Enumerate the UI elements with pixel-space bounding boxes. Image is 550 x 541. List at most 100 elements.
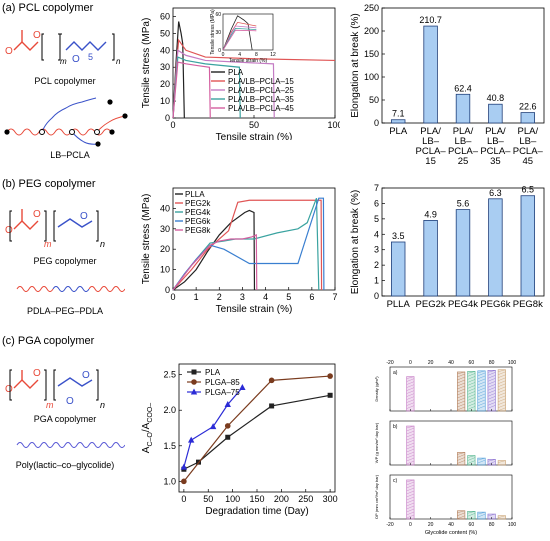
x-tick-label: 0 [409, 522, 412, 528]
inset-x-tick: 0 [222, 52, 225, 58]
svg-text:O: O [72, 54, 80, 65]
hatch-line [406, 448, 415, 453]
hatch-line [406, 508, 415, 513]
y-axis-label: Elongation at break (%) [350, 13, 361, 118]
inset-x-tick: 8 [255, 52, 258, 58]
hatch-line [487, 461, 496, 465]
y-tick-label: 40 [160, 45, 170, 55]
y-tick-label: 4 [374, 229, 379, 239]
y-tick-label: 7 [374, 183, 379, 193]
pga-m: m [46, 400, 54, 410]
hatch-line [498, 386, 506, 390]
x-tick-label: 40 [448, 522, 454, 528]
bar-value-label: 6.3 [489, 188, 502, 198]
property-bar [406, 376, 415, 412]
hatch-line [457, 371, 465, 375]
category-label: PLA/LB– PCLA– 35 [480, 126, 511, 167]
y-tick-label: 50 [160, 28, 170, 38]
hatch-line [457, 376, 465, 381]
bar [488, 198, 503, 297]
hatch-line [406, 454, 415, 459]
hatch-line [467, 400, 476, 404]
inset-line [222, 25, 257, 51]
subplot-y-label: WP (g mm/m² day bar) [374, 422, 379, 463]
hatch-line [406, 390, 415, 394]
data-point [239, 383, 246, 390]
hatch-line [406, 396, 415, 400]
hatch-line [457, 403, 465, 408]
plot-frame [178, 363, 336, 493]
inset-line [222, 15, 253, 51]
y-tick-label: 60 [160, 11, 170, 21]
hatch-line [487, 370, 496, 373]
x-tick-label: 50 [203, 494, 213, 504]
data-point [327, 392, 333, 398]
hatch-line [406, 514, 415, 519]
hatch-line [467, 371, 476, 374]
x-tick-label: 7 [332, 292, 337, 302]
y-tick-label: 50 [369, 95, 379, 105]
svg-text:O: O [66, 396, 74, 407]
bar-value-label: 3.5 [392, 231, 405, 241]
x-axis-label: Glycolide content (%) [425, 530, 477, 536]
hatch-line [406, 378, 415, 382]
hatch-line [487, 402, 496, 406]
x-tick-label: 2 [217, 292, 222, 302]
hatch-line [406, 439, 415, 444]
y-tick-label: 30 [160, 224, 170, 234]
hatch-line [457, 382, 465, 387]
hatch-line [467, 455, 476, 458]
legend-label: PLA/LB–PCLA–35 [228, 95, 294, 104]
legend-label: PLGA–75 [205, 388, 240, 397]
pcl-structure-label: PCL copolymer [34, 76, 96, 86]
hatch-line [498, 407, 506, 411]
y-tick-label: 30 [160, 62, 170, 72]
hatch-line [406, 387, 415, 391]
property-bar [477, 370, 486, 412]
plga-label: Poly(lactic–co–glycolide) [15, 460, 115, 470]
panel-c-title: (c) PGA copolymer [2, 335, 95, 347]
hatch-line [498, 371, 506, 375]
y-tick-label: 1.5 [163, 441, 176, 451]
data-point [327, 373, 333, 379]
hatch-line [498, 404, 506, 408]
y-tick-label: 40 [160, 203, 170, 213]
category-label: PEG8k [513, 299, 543, 310]
svg-text:O: O [80, 211, 88, 222]
lb-pcla-label: LB–PCLA [50, 150, 90, 160]
bar-value-label: 62.4 [454, 83, 472, 93]
hatch-line [477, 387, 486, 392]
category-label: PLLA [387, 299, 411, 310]
inset-y-tick: 0 [218, 48, 221, 54]
series-line-pla [183, 394, 331, 470]
x-tick-label: 60 [469, 522, 475, 528]
property-bar [457, 510, 466, 520]
top-x-tick-label: 0 [409, 360, 412, 366]
pcl-structure: O O m O 5 n [5, 30, 121, 66]
bar [455, 93, 471, 124]
lb-pcla-chain [4, 97, 128, 147]
y-tick-label: 0 [374, 118, 379, 128]
hatch-line [457, 515, 465, 519]
hatch-line [406, 376, 415, 379]
hatch-line [498, 401, 506, 405]
data-point [181, 478, 187, 485]
hatch-line [467, 406, 476, 410]
svg-text:O: O [5, 384, 13, 395]
x-tick-label: 1 [194, 292, 199, 302]
hatch-line [487, 393, 496, 397]
bar [390, 119, 406, 124]
chart-b-tensile: 0 1 2 3 4 5 6 7 0 10 20 30 40 Tensile strain (%) Tensi… [141, 187, 338, 315]
hatch-line [406, 384, 415, 388]
x-tick-label: 3 [240, 292, 245, 302]
y-tick-label: 2 [374, 260, 379, 270]
hatch-line [487, 378, 496, 382]
svg-text:O: O [5, 46, 13, 57]
legend-marker [191, 379, 197, 385]
hatch-line [406, 393, 415, 397]
bar [488, 103, 503, 124]
hatch-line [406, 445, 415, 450]
series-line-plla [172, 209, 256, 291]
hatch-line [477, 402, 486, 407]
svg-text:O: O [33, 209, 41, 220]
